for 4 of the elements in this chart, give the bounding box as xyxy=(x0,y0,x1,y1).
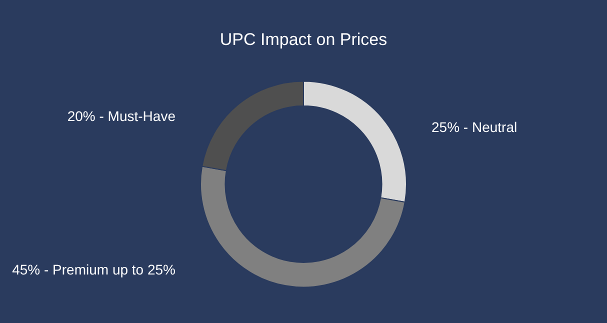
chart-title: UPC Impact on Prices xyxy=(220,30,388,49)
slice-label: 25% - Neutral xyxy=(432,118,518,135)
slice-label: 20% - Must-Have xyxy=(67,108,176,124)
slice-label: 45% - Premium up to 25% xyxy=(12,261,176,278)
